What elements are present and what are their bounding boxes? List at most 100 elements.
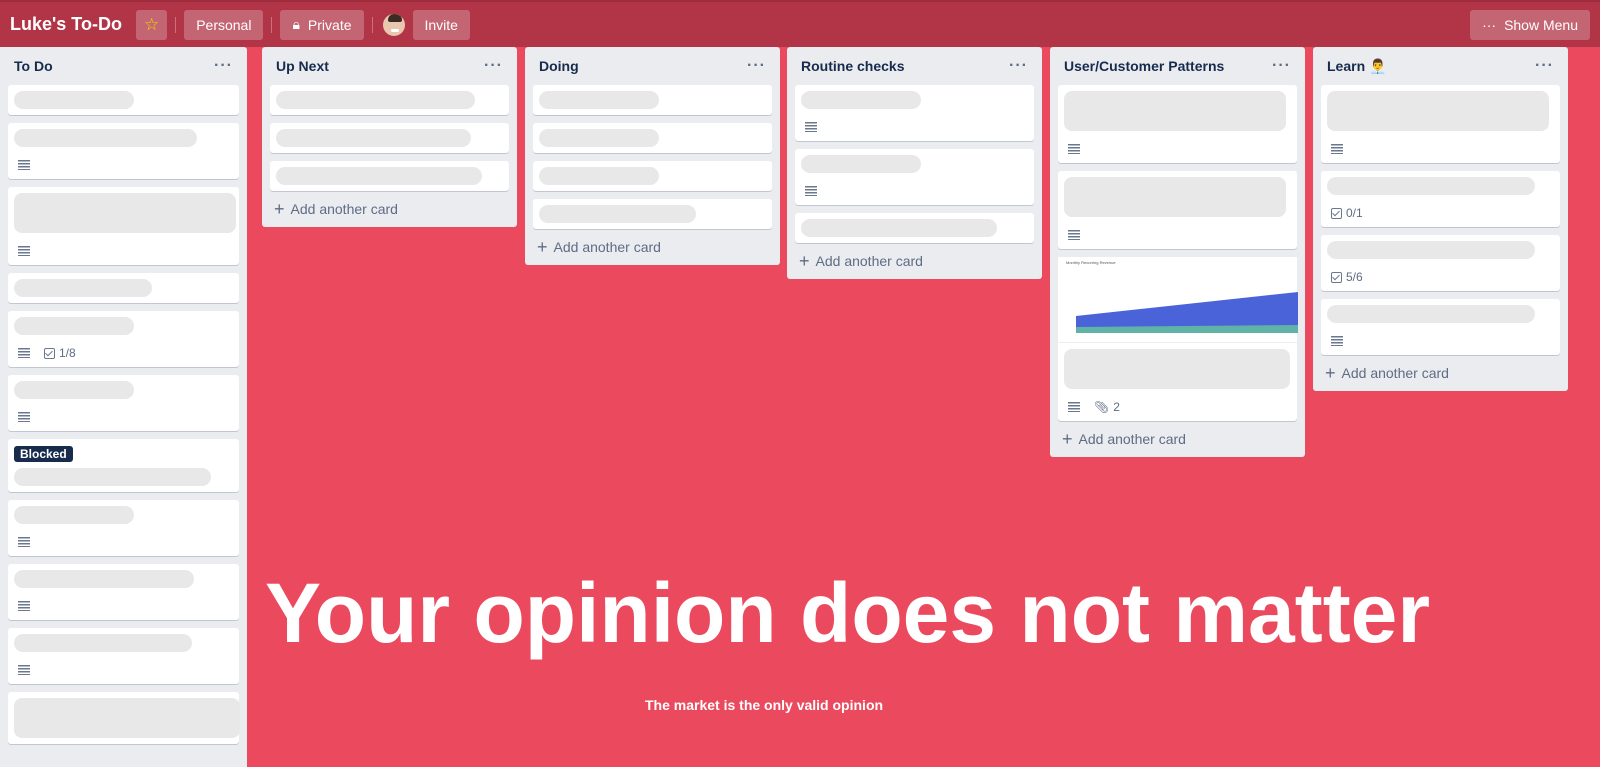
card[interactable] xyxy=(8,564,239,620)
paperclip-icon: 📎︎ xyxy=(1094,400,1110,414)
card[interactable] xyxy=(1058,171,1297,249)
card[interactable] xyxy=(270,161,509,191)
list-title[interactable]: Learn 👨‍💼 xyxy=(1327,57,1387,74)
card[interactable] xyxy=(795,213,1034,243)
description-icon xyxy=(805,122,817,132)
card-title-placeholder xyxy=(14,381,134,399)
card-title-placeholder xyxy=(14,193,236,233)
card[interactable] xyxy=(795,149,1034,205)
board-title[interactable]: Luke's To-Do xyxy=(10,14,122,34)
card[interactable] xyxy=(1058,85,1297,163)
card-title-placeholder xyxy=(1327,177,1535,195)
card-title-placeholder xyxy=(14,129,197,147)
show-menu-button[interactable]: ··· Show Menu xyxy=(1470,9,1590,40)
more-icon: ··· xyxy=(1482,16,1497,33)
headline: Your opinion does not matter xyxy=(265,566,1431,660)
card-title-placeholder xyxy=(14,634,192,652)
personal-button[interactable]: Personal xyxy=(184,9,264,40)
description-icon xyxy=(18,665,30,675)
add-card-button[interactable]: + Add another card xyxy=(270,191,509,219)
list: Up Next ··· + Add another card xyxy=(262,47,517,227)
add-card-button[interactable]: + Add another card xyxy=(533,229,772,257)
card-title-placeholder xyxy=(1064,349,1290,389)
card-badges: 📎︎ 2 xyxy=(1064,399,1291,415)
list: User/Customer Patterns ··· Monthly Recurri… xyxy=(1050,47,1305,457)
add-card-button[interactable]: + Add another card xyxy=(1321,355,1560,383)
card-title-placeholder xyxy=(801,155,921,173)
list-menu-icon[interactable]: ··· xyxy=(1272,57,1291,74)
card[interactable]: 5/6 xyxy=(1321,235,1560,291)
card[interactable] xyxy=(533,85,772,115)
description-icon xyxy=(805,186,817,196)
card-badges xyxy=(14,662,233,678)
list-header: Routine checks ··· xyxy=(795,47,1034,85)
card[interactable]: Monthly Recurring Revenue 📎︎ 2 xyxy=(1058,257,1298,421)
description-icon xyxy=(1331,336,1343,346)
divider xyxy=(371,16,373,33)
star-button[interactable]: ☆ xyxy=(135,9,168,40)
list-header: Learn 👨‍💼 ··· xyxy=(1321,47,1560,85)
list-menu-icon[interactable]: ··· xyxy=(214,57,233,74)
card[interactable] xyxy=(1321,85,1560,163)
list-menu-icon[interactable]: ··· xyxy=(747,57,766,74)
list-title[interactable]: Up Next xyxy=(276,58,329,74)
card[interactable] xyxy=(8,692,240,744)
checklist-icon xyxy=(1331,207,1342,219)
checklist-icon xyxy=(1331,271,1342,283)
description-icon xyxy=(18,160,30,170)
list-menu-icon[interactable]: ··· xyxy=(1009,57,1028,74)
description-icon xyxy=(1068,402,1080,412)
card-title-placeholder xyxy=(14,570,194,588)
card-list xyxy=(270,85,509,191)
list-menu-icon[interactable]: ··· xyxy=(1535,57,1554,74)
card[interactable] xyxy=(795,85,1034,141)
card-title-placeholder xyxy=(1327,305,1535,323)
avatar[interactable] xyxy=(380,11,407,38)
list-header: Up Next ··· xyxy=(270,47,509,85)
list: Routine checks ··· + Add another card xyxy=(787,47,1042,279)
card-title-placeholder xyxy=(14,91,134,109)
card-badges xyxy=(801,119,1028,135)
list-menu-icon[interactable]: ··· xyxy=(484,57,503,74)
card[interactable] xyxy=(270,85,509,115)
card[interactable] xyxy=(8,375,239,431)
list-header: To Do ··· xyxy=(8,47,239,85)
card[interactable] xyxy=(8,500,239,556)
card-title-placeholder xyxy=(539,205,696,223)
private-button[interactable]: 🔒︎ Private xyxy=(280,9,364,40)
add-card-label: Add another card xyxy=(815,253,923,269)
invite-button[interactable]: Invite xyxy=(412,9,470,40)
description-icon xyxy=(1331,144,1343,154)
card[interactable]: Blocked xyxy=(8,439,239,492)
card[interactable] xyxy=(8,85,239,115)
card[interactable] xyxy=(533,199,772,229)
thumbnail-title: Monthly Recurring Revenue xyxy=(1066,260,1116,265)
list-title[interactable]: Doing xyxy=(539,58,579,74)
card-badges: 5/6 xyxy=(1327,269,1554,285)
add-card-button[interactable]: + Add another card xyxy=(1058,421,1297,449)
card-badges xyxy=(14,409,233,425)
card[interactable] xyxy=(8,273,239,303)
card[interactable]: 1/8 xyxy=(8,311,239,367)
card[interactable] xyxy=(1321,299,1560,355)
card[interactable] xyxy=(270,123,509,153)
add-card-button[interactable]: + Add another card xyxy=(795,243,1034,271)
card-badges xyxy=(14,243,233,259)
plus-icon: + xyxy=(274,199,285,219)
list-title[interactable]: Routine checks xyxy=(801,58,905,74)
checklist-badge: 0/1 xyxy=(1331,206,1363,220)
list: To Do ··· 1/8 Blocked xyxy=(0,47,247,767)
card[interactable] xyxy=(8,187,239,265)
card[interactable] xyxy=(8,628,239,684)
card[interactable] xyxy=(8,123,239,179)
description-icon xyxy=(18,601,30,611)
card-badges xyxy=(1327,141,1554,157)
card[interactable] xyxy=(533,123,772,153)
card-title-placeholder xyxy=(276,91,475,109)
card[interactable]: 0/1 xyxy=(1321,171,1560,227)
list-title[interactable]: User/Customer Patterns xyxy=(1064,58,1225,74)
list-title[interactable]: To Do xyxy=(14,58,53,74)
checklist-badge: 1/8 xyxy=(44,346,76,360)
card[interactable] xyxy=(533,161,772,191)
plus-icon: + xyxy=(1062,429,1073,449)
